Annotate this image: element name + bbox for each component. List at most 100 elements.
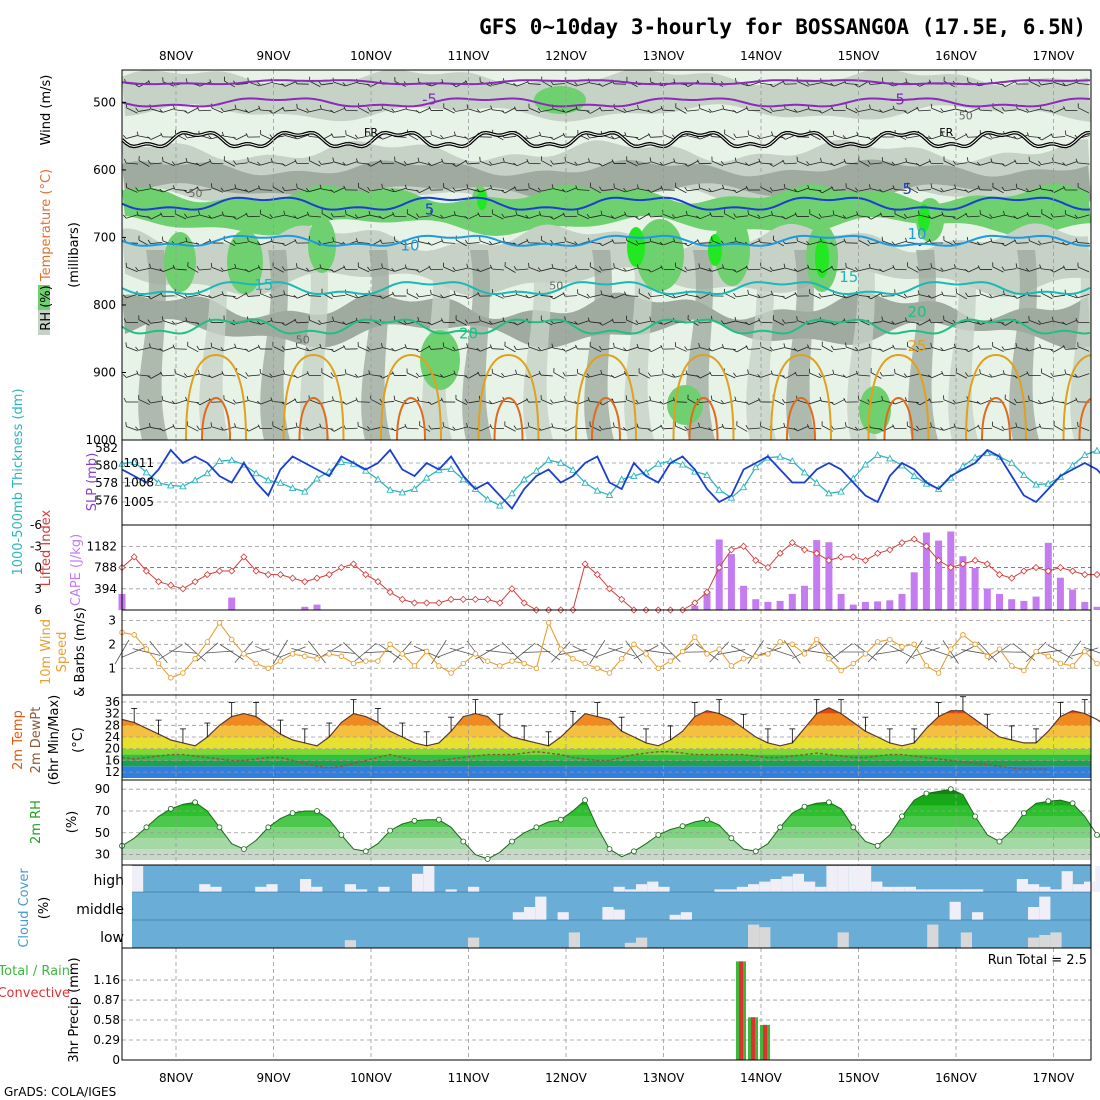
wind-barb (367, 266, 382, 271)
lifted-index-point (410, 599, 419, 607)
wind-barb (867, 292, 882, 300)
rh-point (192, 799, 199, 806)
wind-barb (624, 211, 639, 218)
wind-barb (809, 289, 821, 299)
wind-barb (965, 292, 980, 297)
wind-barb (540, 395, 553, 405)
wind10m-point (1045, 653, 1052, 660)
wind-barb (197, 369, 212, 378)
lifted-index-point (898, 539, 906, 547)
wind10m-tick: 3 (108, 613, 116, 627)
wind-barb (305, 187, 321, 192)
wind-barb (537, 267, 553, 272)
date-label-top: 11NOV (448, 49, 490, 63)
wind10m-barb (272, 639, 288, 665)
wind-barb (210, 262, 224, 272)
wind-barb (415, 186, 431, 194)
wind-barb (210, 342, 224, 352)
wind-barb (684, 186, 700, 192)
wind-barb (1015, 263, 1029, 272)
lifted-index-point (874, 549, 882, 557)
wind-barb (952, 399, 968, 404)
lifted-index-point (618, 595, 626, 603)
wind-barb (757, 293, 773, 299)
rh-point (289, 810, 296, 816)
rh-point (679, 823, 686, 830)
wind-barb (757, 134, 773, 139)
wind-barb (357, 262, 370, 273)
wind-barb (452, 426, 468, 431)
wind10m-point (777, 639, 783, 645)
wind-barb (783, 183, 797, 192)
rh-blob (534, 86, 586, 114)
wind-barb (293, 213, 309, 220)
cloud-low-bar (1050, 932, 1062, 948)
wind-barb (830, 240, 846, 246)
lifted-index-point (301, 578, 309, 586)
wind-barb (391, 187, 407, 193)
wind-barb (586, 373, 602, 378)
thickness-point (337, 458, 346, 465)
wind-barb (758, 238, 773, 244)
thickness-point (483, 495, 492, 503)
precip-frame (121, 947, 1092, 1061)
wind-barb (635, 213, 650, 220)
wind-barb (1028, 315, 1041, 326)
wind-barb (147, 292, 162, 300)
wind10m-frame (121, 609, 1092, 696)
wind10m-point (1008, 663, 1015, 669)
cloud-high-bar (412, 873, 424, 892)
cape-bar (825, 542, 833, 610)
wind-barb (793, 187, 809, 193)
wind-barb (745, 106, 761, 111)
thickness-point (215, 457, 224, 465)
thickness-point (1081, 451, 1089, 458)
rh-blob-bright (477, 190, 487, 210)
lifted-index-point (337, 563, 345, 572)
lifted-index-point (374, 578, 382, 586)
wind-barb (257, 161, 273, 166)
wind-barb (345, 130, 358, 140)
thickness-tick: 580 (95, 458, 118, 472)
cape-bar (898, 593, 906, 610)
wind-barb (635, 133, 650, 141)
cape-bar (886, 600, 894, 610)
wind-barb (296, 103, 309, 114)
wind-barb (647, 266, 663, 273)
thickness-point (386, 485, 394, 493)
wind-barb (417, 316, 431, 325)
wind-barb (684, 107, 700, 112)
wind-barb (406, 209, 419, 220)
wind-barb (159, 425, 175, 432)
wind-barb (793, 346, 809, 352)
slp-axis-label: SLP (mb) (85, 453, 100, 512)
lifted-axis-label: Lifted Index (39, 509, 54, 586)
rh-swatch-2 (38, 310, 50, 335)
wind-barb (1001, 81, 1016, 87)
wind-barb (562, 425, 577, 432)
wind-barb (964, 187, 980, 193)
wind-barb (989, 293, 1005, 298)
thickness-point (703, 471, 711, 478)
wind-barb (549, 213, 565, 220)
cloud-middle-bar (680, 912, 692, 920)
rh-blob-bright (918, 204, 930, 232)
wind-barb (244, 346, 260, 352)
precip-convective-bar (739, 961, 743, 1060)
rh-blob (164, 232, 196, 292)
wind10m-barb (625, 640, 643, 664)
cape-bar (764, 601, 772, 610)
wind10m-barb (1083, 646, 1100, 658)
cloud-middle-bar (557, 912, 569, 920)
wind-barb (903, 213, 919, 219)
wind-barb (281, 186, 297, 192)
wind-barb (635, 399, 651, 404)
wind-barb (220, 267, 236, 272)
wind10m-point (241, 651, 247, 657)
cloud-high-bar (1095, 866, 1100, 892)
wind-barb (638, 368, 650, 379)
wind-barb (940, 267, 956, 272)
rh-point (801, 803, 808, 810)
lifted-index-point (825, 556, 833, 564)
thickness-point (983, 449, 992, 457)
